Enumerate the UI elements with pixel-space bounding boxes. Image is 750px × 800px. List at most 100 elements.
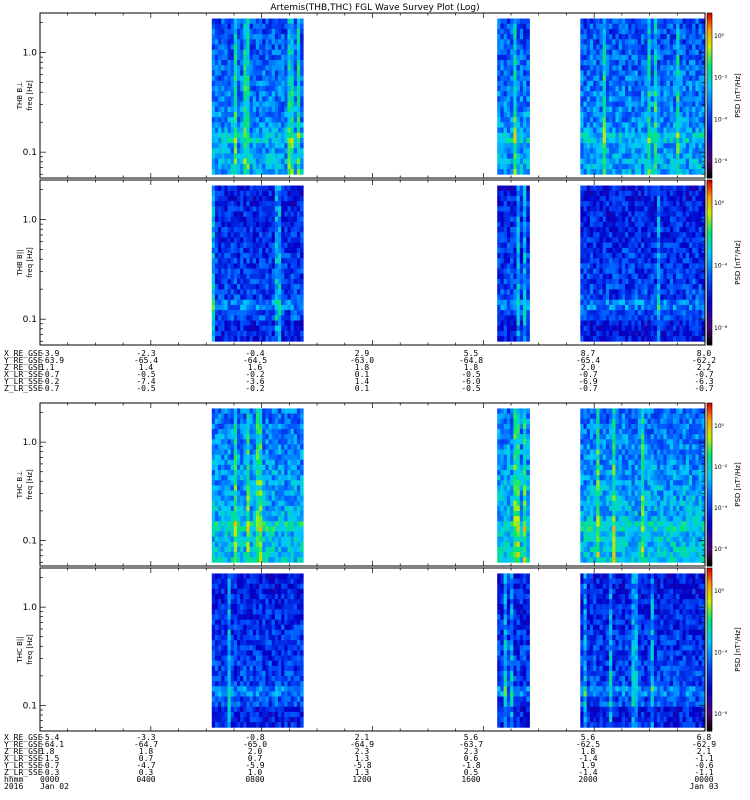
ephem-value: 1.8 [464,363,479,372]
ephem-value: 8.0 [697,349,712,358]
ephem-value: Jan 02 [40,782,69,791]
ephem-row-label: Z_RE_GSE [4,747,43,756]
colorbar: 10⁰ 10⁻² 10⁻⁴ 10⁻⁶ PSD [nT²/Hz] [706,402,742,567]
ephem-value: 0.7 [139,754,154,763]
ephem-row-label: Z_LR_SSE [4,384,43,393]
ephem-row-label: 2016 [4,782,23,791]
y-axis-label: freq [Hz] [26,469,34,500]
ephem-value: 1.3 [355,754,370,763]
ephem-value: -1.5 [40,754,59,763]
ephem-row-label: X_RE_GSE [4,349,43,358]
ephem-value: -65.4 [134,356,158,365]
ephem-value: 2.3 [355,747,370,756]
ephem-row-label: Z_LR_SSE [4,768,43,777]
colorbar-tick-label: 10⁰ [714,200,725,207]
ephem-value: -3.3 [136,733,155,742]
ephem-value: -3.6 [245,377,264,386]
ephem-value: -0.7 [40,370,59,379]
y-tick-label: 0.1 [23,148,37,158]
colorbar-label: PSD [nT²/Hz] [734,240,742,285]
ephem-value: 1.4 [355,377,370,386]
ephem-value: 1600 [461,775,480,784]
ephem-value: -0.5 [136,384,155,393]
ephem-value: -0.8 [245,733,264,742]
ephem-value: -62.9 [692,740,716,749]
ephem-value: 6.8 [697,733,712,742]
colorbar-tick-label: 10⁻⁴ [714,263,728,270]
ephem-row-label: Y_RE_GSE [4,356,43,365]
ephem-value: -0.5 [136,370,155,379]
ephem-value: -1.1 [694,768,713,777]
ephem-value: -1.4 [578,768,597,777]
ephem-value: 0.6 [464,754,479,763]
y-tick-label: 0.1 [23,315,37,325]
spectrogram-block [211,408,304,563]
ephem-value: 1.6 [248,363,263,372]
ephem-row-label: Y_RE_GSE [4,740,43,749]
ephem-value: 0000 [40,775,59,784]
colorbar: 10⁰ 10⁻² 10⁻⁴ 10⁻⁶ PSD [nT²/Hz] [706,12,742,179]
ephem-row-label: X_RE_GSE [4,733,43,742]
ephem-value: -0.7 [694,370,713,379]
colorbar-tick-label: 10⁻⁴ [714,116,728,123]
y-axis-label: freq [Hz] [26,634,34,665]
ephemeris-table-top: X_RE_GSE-3.9 -2.3 -0.4 2.9 5.5 8.7 8.0 Y_RE_GSE… [4,349,716,393]
ephem-value: -0.6 [694,761,713,770]
ephem-value: 0800 [245,775,264,784]
panel-label: THC B|| [16,636,24,663]
ephem-value: -0.3 [40,768,59,777]
spectrogram-block [497,408,530,563]
ephem-value: -2.3 [136,349,155,358]
ephem-value: 2.1 [355,733,370,742]
colorbar-tick-label: 10⁰ [714,33,725,40]
y-tick-label: 0.1 [23,701,37,711]
spectrogram-block [580,18,706,175]
ephem-value: -0.2 [245,384,264,393]
colorbar: 10⁰ 10⁻⁴ 10⁻⁸ PSD [nT²/Hz] [706,179,742,346]
colorbar-label: PSD [nT²/Hz] [734,73,742,118]
ephem-value: -1.8 [461,761,480,770]
ephem-value: -62.2 [692,356,716,365]
ephem-value: -5.9 [245,761,264,770]
ephem-value: 0400 [136,775,155,784]
ephem-value: -1.1 [694,754,713,763]
ephem-value: -0.4 [245,349,264,358]
ephem-value: -0.7 [40,761,59,770]
ephem-row-label: X_LR_SSE [4,754,43,763]
y-tick-label: 1.0 [23,49,38,59]
colorbar-label: PSD [nT²/Hz] [734,627,742,672]
ephem-value: -62.5 [576,740,600,749]
ephem-value: 5.5 [464,349,479,358]
ephem-value: 0.5 [464,768,479,777]
ephem-value: 0.1 [355,370,370,379]
spectrogram-block [497,18,530,175]
ephem-value: -0.2 [245,370,264,379]
ephem-value: 0.7 [248,754,263,763]
colorbar-tick-label: 10⁰ [714,588,725,595]
ephem-value: 1.8 [581,747,596,756]
ephemeris-table-bottom: X_RE_GSE-5.4 -3.3 -0.8 2.1 5.6 5.6 6.8 Y_RE_GSE… [4,733,719,791]
ephem-value: 0000 [694,775,713,784]
spectrogram-panel: 1.0 0.1 THC B⊥ freq [Hz] 10⁰ 10⁻² 10⁻⁴ 10⁻⁶ PSD … [16,402,742,567]
ephem-value: 2.3 [464,747,479,756]
colorbar-tick-label: 10⁻⁸ [714,325,728,332]
spectrogram-block [580,408,706,563]
ephem-value: -0.2 [40,377,59,386]
spectrogram-block [211,573,304,728]
ephem-value: -7.4 [136,377,155,386]
spectrogram-panel: 1.0 0.1 THB B⊥ freq [Hz] 10⁰ 10⁻² 10⁻⁴ 10⁻⁶ PSD … [16,12,742,179]
spectrogram-block [580,573,706,728]
ephem-value: -64.5 [243,356,267,365]
ephem-value: -64.1 [40,740,64,749]
y-tick-label: 1.0 [23,438,38,448]
y-axis: 1.0 0.1 [23,180,706,345]
ephem-row-label: hhmm [4,775,23,784]
ephem-row-label: Y_LR_SSE [4,377,43,386]
ephem-value: 8.7 [581,349,596,358]
y-axis-label: freq [Hz] [26,247,34,278]
ephem-value: 0.3 [139,768,154,777]
colorbar-tick-label: 10⁻⁴ [714,650,728,657]
ephem-value: 2.9 [355,349,370,358]
ephem-value: -4.7 [136,761,155,770]
ephem-value: 5.6 [464,733,479,742]
